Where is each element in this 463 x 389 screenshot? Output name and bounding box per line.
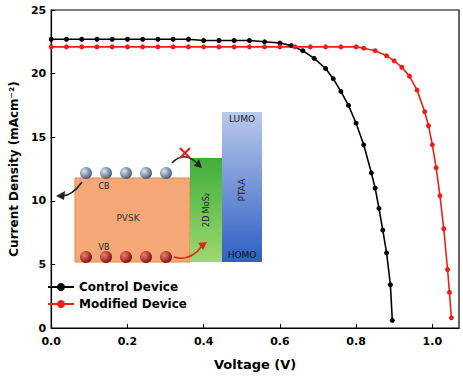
svg-text:Current Density (mAcm⁻²): Current Density (mAcm⁻²) (7, 81, 21, 256)
svg-text:0.2: 0.2 (118, 335, 138, 348)
svg-text:0.6: 0.6 (270, 335, 290, 348)
svg-text:Voltage (V): Voltage (V) (214, 357, 296, 372)
svg-text:25: 25 (31, 4, 46, 17)
svg-text:Modified Device: Modified Device (79, 297, 187, 311)
svg-text:20: 20 (31, 67, 47, 80)
svg-text:10: 10 (31, 194, 47, 207)
svg-text:0: 0 (39, 322, 47, 335)
svg-text:0.8: 0.8 (346, 335, 366, 348)
svg-text:2D MoS₂: 2D MoS₂ (202, 193, 211, 227)
svg-text:Control Device: Control Device (79, 280, 178, 294)
svg-text:CB: CB (98, 182, 109, 191)
svg-text:0.0: 0.0 (41, 335, 61, 348)
svg-text:0.4: 0.4 (194, 335, 214, 348)
svg-text:1.0: 1.0 (423, 335, 443, 348)
svg-text:15: 15 (31, 131, 46, 144)
svg-text:HOMO: HOMO (228, 250, 257, 260)
svg-text:5: 5 (39, 258, 47, 271)
svg-text:LUMO: LUMO (229, 114, 255, 124)
svg-text:VB: VB (99, 243, 110, 252)
svg-text:PVSK: PVSK (116, 213, 140, 223)
svg-text:PTAA: PTAA (237, 178, 247, 202)
